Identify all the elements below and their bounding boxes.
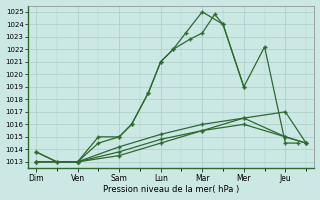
X-axis label: Pression niveau de la mer( hPa ): Pression niveau de la mer( hPa ) — [103, 185, 239, 194]
